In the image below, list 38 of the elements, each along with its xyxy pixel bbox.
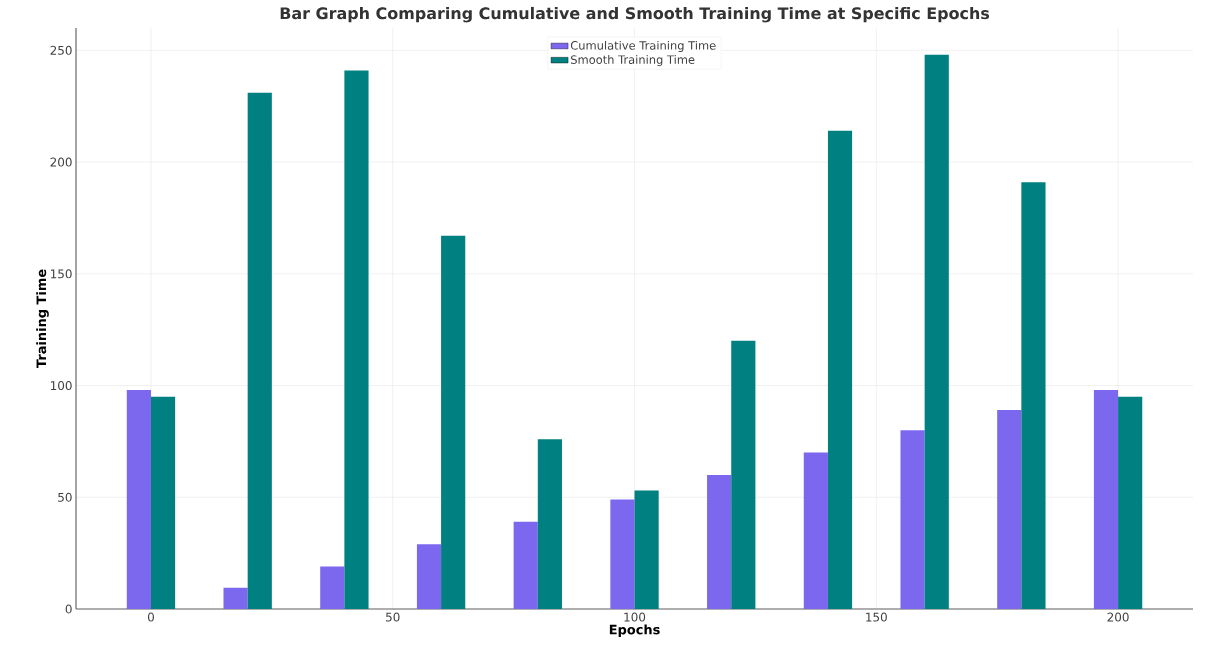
y-tick-label: 0 <box>65 604 72 614</box>
bar <box>997 410 1022 609</box>
bar <box>126 389 151 609</box>
bar <box>731 340 756 609</box>
x-tick-label: 200 <box>1107 612 1129 622</box>
chart-title: Bar Graph Comparing Cumulative and Smooth Training Time at Specific Epochs <box>280 6 990 23</box>
bar <box>924 54 949 609</box>
x-tick-label: 150 <box>866 612 887 622</box>
bar <box>900 430 925 609</box>
bar <box>1093 389 1119 609</box>
x-tick-label: 50 <box>386 612 400 622</box>
bar <box>344 70 369 609</box>
bar <box>537 439 562 609</box>
y-tick-label: 50 <box>58 492 72 502</box>
bar <box>1021 182 1046 609</box>
bar <box>223 587 248 609</box>
bar <box>827 130 853 609</box>
x-tick-label: 0 <box>147 612 154 622</box>
bar <box>707 474 732 609</box>
bar <box>416 544 442 609</box>
bar <box>513 521 538 609</box>
bar <box>610 499 635 609</box>
y-tick-label: 250 <box>50 45 72 55</box>
bar <box>150 396 176 609</box>
bar <box>803 452 828 609</box>
y-axis-title: Training Time <box>36 269 49 369</box>
bar <box>634 490 659 609</box>
x-tick-label: 100 <box>624 612 646 622</box>
bar <box>441 235 466 609</box>
legend-label: Cumulative Training Time <box>570 40 716 52</box>
y-tick-label: 200 <box>50 157 72 167</box>
bar <box>1118 396 1143 609</box>
legend-label: Smooth Training Time <box>571 55 695 67</box>
bar <box>320 566 345 609</box>
y-tick-label: 150 <box>50 269 72 279</box>
x-axis-title: Epochs <box>609 624 660 637</box>
bar <box>247 92 272 609</box>
y-tick-label: 100 <box>50 381 72 391</box>
